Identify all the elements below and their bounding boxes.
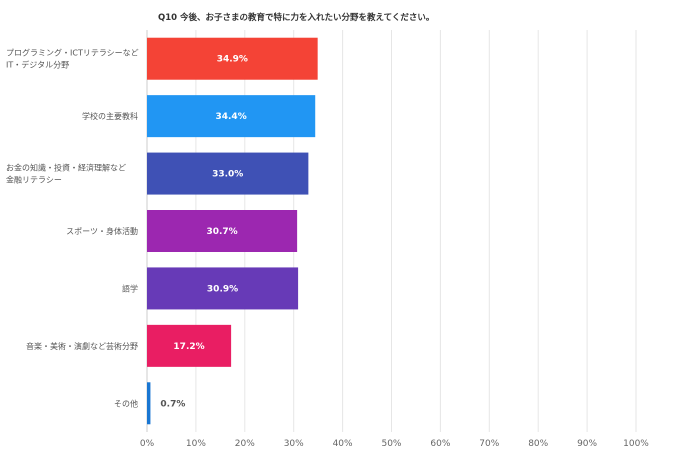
bar <box>147 267 299 310</box>
x-tick-label: 70% <box>479 439 499 449</box>
bar-value-label: 33.0% <box>212 170 243 180</box>
bar <box>147 37 318 80</box>
bar <box>147 210 298 252</box>
category-label: お金の知識・投資・経済理解など <box>6 163 126 173</box>
x-tick-label: 50% <box>381 439 401 449</box>
category-label: 音楽・美術・演劇など芸術分野 <box>26 341 138 351</box>
category-label: 学校の主要教科 <box>82 111 138 121</box>
category-label: IT・デジタル分野 <box>6 60 69 70</box>
bar-value-label: 34.4% <box>215 112 246 122</box>
category-label: 語学 <box>122 283 138 293</box>
x-tick-label: 10% <box>186 439 206 449</box>
x-tick-label: 30% <box>284 439 304 449</box>
bar-value-label: 0.7% <box>160 399 185 409</box>
x-tick-label: 90% <box>577 439 597 449</box>
bar <box>147 95 316 138</box>
category-label: スポーツ・身体活動 <box>66 226 138 236</box>
x-tick-label: 40% <box>333 439 353 449</box>
bars: 34.9% 34.4% 33.0% 30.7% 30.9% 17.2% 0.7% <box>147 37 318 425</box>
bar <box>147 382 151 425</box>
category-labels: プログラミング・ICTリテラシーなど IT・デジタル分野学校の主要教科お金の知識・… <box>6 48 139 409</box>
x-tick-label: 20% <box>235 439 255 449</box>
category-label: その他 <box>114 398 138 408</box>
bar-value-label: 34.9% <box>217 55 248 65</box>
bar-value-label: 30.9% <box>207 284 238 294</box>
x-tick-label: 60% <box>430 439 450 449</box>
x-axis-tick-labels: 0% 10% 20% 30% 40% 50% 60% 70% 80% 90% 100% <box>140 439 649 449</box>
bar-value-label: 17.2% <box>173 342 204 352</box>
bar-value-label: 30.7% <box>206 227 237 237</box>
x-tick-label: 100% <box>623 439 649 449</box>
bar <box>147 152 309 195</box>
category-label: 金融リテラシー <box>6 175 62 185</box>
bar <box>147 324 232 367</box>
category-label: プログラミング・ICTリテラシーなど <box>6 48 139 58</box>
x-tick-label: 80% <box>528 439 548 449</box>
chart-title: Q10 今後、お子さまの教育で特に力を入れたい分野を教えてください。 <box>158 12 434 23</box>
x-tick-label: 0% <box>140 439 155 449</box>
